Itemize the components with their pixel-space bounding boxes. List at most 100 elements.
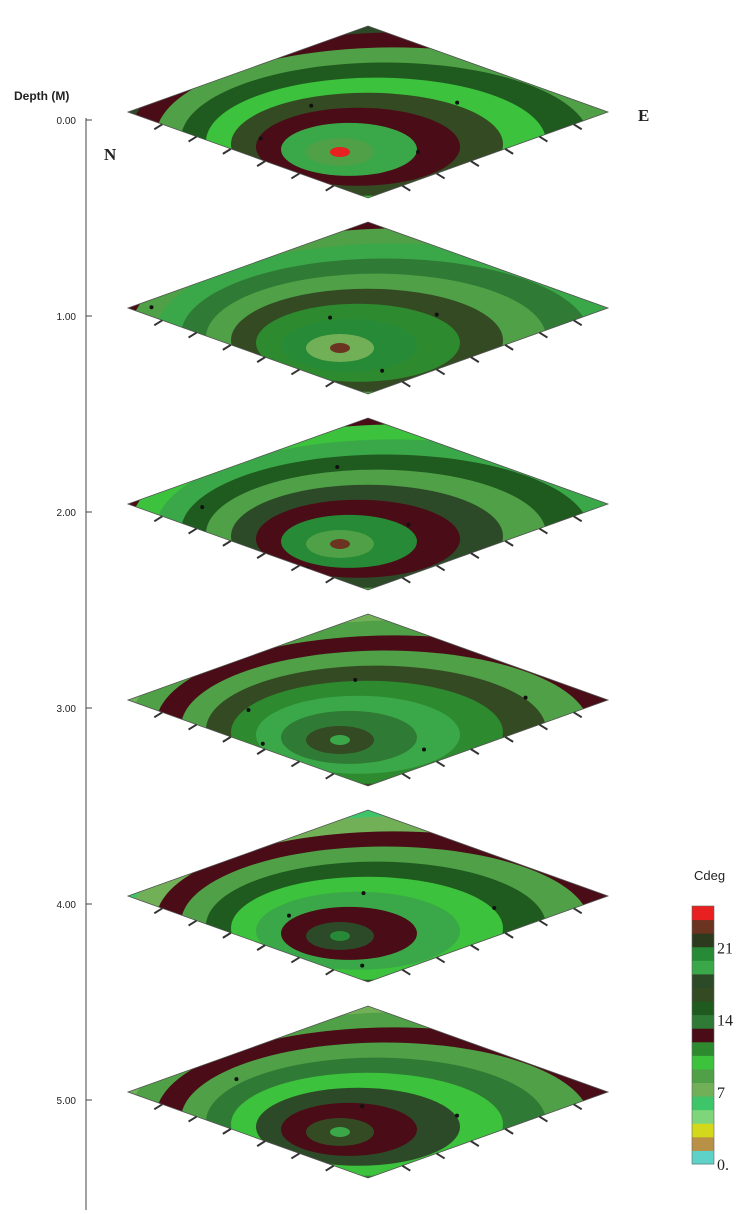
edge-tick bbox=[290, 564, 300, 572]
sample-point bbox=[360, 963, 365, 968]
edge-tick bbox=[538, 527, 548, 535]
edge-tick bbox=[153, 515, 163, 523]
legend-swatch bbox=[692, 1082, 714, 1097]
depth-tick-label: 2.00 bbox=[57, 508, 77, 519]
edge-tick bbox=[153, 1103, 163, 1111]
edge-tick bbox=[188, 135, 198, 143]
edge-tick bbox=[401, 380, 411, 388]
sample-point bbox=[278, 1152, 283, 1157]
edge-tick bbox=[573, 319, 583, 327]
depth-tick-label: 5.00 bbox=[57, 1096, 77, 1107]
legend-swatch bbox=[692, 1123, 714, 1138]
hotspot-core bbox=[330, 1127, 350, 1137]
sample-point bbox=[260, 741, 265, 746]
edge-tick bbox=[470, 552, 480, 559]
edge-tick bbox=[470, 748, 480, 755]
sample-point bbox=[287, 913, 292, 918]
sample-point bbox=[523, 695, 528, 700]
sample-point bbox=[380, 368, 385, 373]
slice-outline bbox=[126, 1005, 610, 1179]
legend-swatch bbox=[692, 1096, 714, 1111]
edge-tick bbox=[256, 1140, 266, 1147]
sample-point bbox=[215, 552, 220, 557]
edge-tick bbox=[504, 344, 514, 351]
edge-tick bbox=[436, 1152, 446, 1160]
legend-swatch bbox=[692, 1001, 714, 1016]
legend-swatch bbox=[692, 919, 714, 934]
north-label: N bbox=[104, 145, 117, 164]
edge-tick bbox=[256, 944, 266, 951]
hotspot-core bbox=[330, 147, 350, 157]
sample-point bbox=[137, 182, 142, 187]
legend-swatch bbox=[692, 1109, 714, 1124]
edge-tick bbox=[325, 380, 335, 388]
legend-swatch bbox=[692, 973, 714, 988]
slice-outline bbox=[126, 221, 610, 395]
sample-point bbox=[353, 677, 358, 682]
sample-point bbox=[360, 1104, 365, 1109]
legend-swatch bbox=[692, 933, 714, 948]
edge-tick bbox=[153, 123, 163, 131]
edge-tick bbox=[436, 760, 446, 768]
legend-swatch bbox=[692, 1068, 714, 1084]
edge-tick bbox=[401, 968, 411, 976]
edge-tick bbox=[504, 932, 514, 939]
legend-swatch bbox=[692, 1136, 714, 1151]
edge-tick bbox=[504, 1128, 514, 1135]
sample-point bbox=[455, 100, 460, 105]
sample-point bbox=[255, 971, 260, 976]
edge-tick bbox=[256, 552, 266, 559]
edge-tick bbox=[290, 760, 300, 768]
sample-point bbox=[372, 1206, 376, 1210]
sample-point bbox=[416, 184, 421, 189]
depth-tick-label: 1.00 bbox=[57, 312, 77, 323]
edge-tick bbox=[290, 1152, 300, 1160]
sample-point bbox=[149, 305, 154, 310]
edge-tick bbox=[401, 1164, 411, 1172]
edge-tick bbox=[290, 368, 300, 376]
edge-tick bbox=[538, 723, 548, 731]
sample-point bbox=[246, 707, 251, 712]
legend-swatch bbox=[692, 1041, 714, 1056]
sample-point bbox=[406, 522, 411, 527]
edge-tick bbox=[436, 564, 446, 572]
edge-tick bbox=[538, 331, 548, 339]
edge-tick bbox=[222, 540, 232, 547]
edge-tick bbox=[325, 772, 335, 780]
sample-point bbox=[335, 465, 340, 470]
legend-swatch bbox=[692, 1150, 714, 1165]
sample-point bbox=[298, 209, 302, 213]
sample-point bbox=[422, 747, 427, 752]
sample-point bbox=[454, 1113, 459, 1118]
legend-frame bbox=[691, 905, 715, 1165]
sample-point bbox=[492, 905, 497, 910]
depth-slices bbox=[126, 25, 610, 1210]
edge-tick bbox=[504, 540, 514, 547]
edge-tick bbox=[573, 1103, 583, 1111]
sample-point bbox=[521, 353, 526, 358]
edge-tick bbox=[325, 968, 335, 976]
legend-swatch bbox=[692, 960, 714, 975]
hotspot-core bbox=[330, 735, 350, 745]
legend-label: 21 bbox=[717, 940, 733, 957]
edge-tick bbox=[256, 356, 266, 363]
depth-axis: Depth (M) 0.00 1.00 2.00 3.00 4.00 5.00 bbox=[14, 89, 92, 1210]
east-label: E bbox=[638, 106, 649, 125]
legend-swatch bbox=[692, 906, 714, 921]
depth-slice bbox=[126, 809, 610, 983]
edge-tick bbox=[188, 527, 198, 535]
edge-tick bbox=[290, 172, 300, 180]
edge-tick bbox=[222, 736, 232, 743]
sample-point bbox=[200, 505, 205, 510]
legend-swatch bbox=[692, 1028, 714, 1043]
edge-tick bbox=[222, 932, 232, 939]
legend-labels: 21 14 7 0. bbox=[717, 940, 733, 1174]
edge-tick bbox=[470, 1140, 480, 1147]
edge-tick bbox=[436, 956, 446, 964]
legend-swatches bbox=[691, 905, 715, 1165]
hotspot-core bbox=[330, 539, 350, 549]
slice-outline bbox=[126, 613, 610, 787]
sample-point bbox=[419, 599, 423, 603]
legend-title: Cdeg bbox=[694, 868, 725, 883]
depth-tick-label: 4.00 bbox=[57, 900, 77, 911]
